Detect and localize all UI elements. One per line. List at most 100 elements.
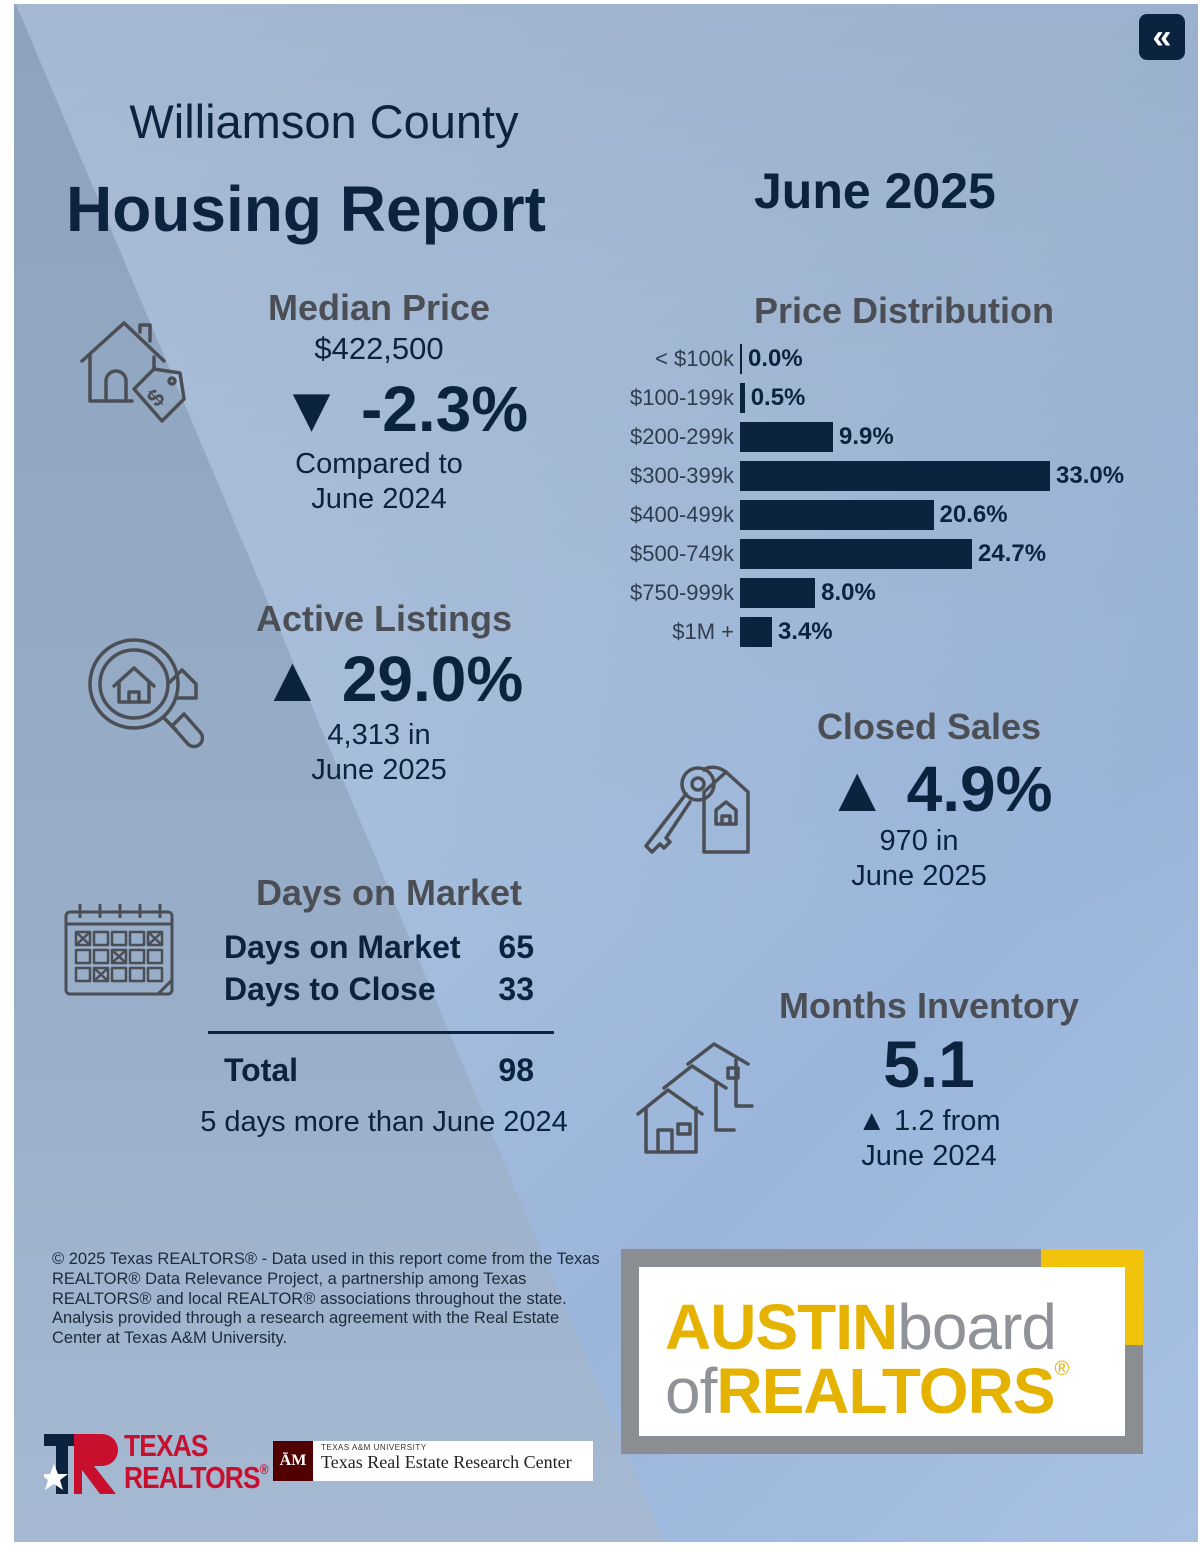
tamu-research-center-logo: ĀM TEXAS A&M UNIVERSITY Texas Real Estat…: [273, 1441, 593, 1481]
price-bar: [740, 500, 934, 530]
comparison-line-1: Compared to: [295, 448, 463, 480]
price-bar: [740, 617, 772, 647]
median-price-title: Median Price: [267, 287, 491, 328]
days-row-label: Days on Market: [224, 929, 461, 965]
price-bar-row: $750-999k 8.0%: [614, 578, 876, 608]
months-inventory-detail: ▲ 1.2 from June 2024: [814, 1104, 1044, 1175]
wordmark-line-2: REALTORS®: [124, 1460, 269, 1496]
active-listings-change: ▲ 29.0%: [260, 643, 524, 715]
calendar-icon: [64, 904, 174, 996]
price-bar: [740, 461, 1050, 491]
inventory-line-2: June 2024: [861, 1140, 997, 1173]
price-bar-value: 24.7%: [978, 540, 1047, 567]
houses-icon: [636, 1042, 754, 1154]
price-bar-category: $750-999k: [630, 580, 734, 605]
price-bar-category: $300-399k: [630, 463, 734, 488]
active-listings-detail: 4,313 in June 2025: [244, 718, 514, 789]
price-bar: [740, 578, 816, 608]
price-bar: [740, 539, 973, 569]
median-price-change: ▼ -2.3%: [279, 373, 529, 445]
closed-sales-detail: 970 in June 2025: [804, 824, 1034, 895]
active-listings-title: Active Listings: [255, 598, 513, 639]
price-bar-value: 9.9%: [839, 423, 894, 450]
house-price-tag-icon: $: [80, 321, 186, 423]
price-bar-category: $200-299k: [630, 424, 734, 449]
svg-text:$: $: [142, 383, 171, 412]
days-comparison-note: 5 days more than June 2024: [200, 1106, 568, 1138]
price-bar: [740, 383, 745, 413]
price-bar-row: < $100k 0.0%: [614, 344, 803, 374]
price-bar-value: 33.0%: [1056, 462, 1125, 489]
texas-realtors-wordmark: TEXAS REALTORS®: [124, 1428, 269, 1496]
days-table: Days on Market 65 Days to Close 33 Total…: [204, 929, 554, 1094]
price-bar-row: $200-299k 9.9%: [614, 422, 894, 452]
wordmark-line-2-text: REALTORS: [124, 1460, 261, 1496]
price-bar: [740, 422, 833, 452]
copyright-note: © 2025 Texas REALTORS® - Data used in th…: [52, 1250, 600, 1348]
days-total-row: Total 98: [204, 1052, 554, 1094]
logo-panel: AUSTINboard ofREALTORS®: [639, 1267, 1125, 1436]
report-month: June 2025: [754, 163, 996, 219]
price-bar-category: $100-199k: [630, 385, 734, 410]
days-row: Days on Market 65: [204, 929, 554, 971]
listings-line-2: June 2025: [311, 754, 447, 787]
price-bar-value: 3.4%: [777, 618, 833, 645]
price-bar: [740, 344, 742, 374]
price-distribution-chart: < $100k 0.0% $100-199k 0.5% $200-299k 9.9% $30…: [614, 344, 1174, 664]
price-bar-row: $500-749k 24.7%: [614, 539, 1046, 569]
closed-line-2: June 2025: [851, 860, 987, 893]
wordmark-registered: ®: [259, 1461, 269, 1478]
price-bar-category: < $100k: [655, 346, 734, 371]
logo-registered: ®: [1054, 1358, 1069, 1380]
report-title: Housing Report: [66, 173, 546, 245]
months-inventory-value: 5.1: [883, 1027, 975, 1101]
texas-realtors-mark-icon: [44, 1434, 118, 1494]
price-bar-value: 0.0%: [748, 345, 803, 372]
price-bar-value: 20.6%: [939, 501, 1008, 528]
price-bar-value: 0.5%: [750, 384, 806, 411]
magnifier-house-icon: [88, 638, 204, 749]
days-on-market-title: Days on Market: [255, 872, 523, 913]
tamu-university: TEXAS A&M UNIVERSITY: [321, 1443, 427, 1452]
logo-austin: AUSTIN: [665, 1291, 898, 1363]
tamu-mark: ĀM: [273, 1441, 313, 1481]
wordmark-line-1: TEXAS: [124, 1428, 208, 1463]
days-row-value: 33: [498, 971, 534, 1007]
price-bar-category: $500-749k: [630, 541, 734, 566]
months-inventory-title: Months Inventory: [778, 985, 1079, 1026]
closed-line-1: 970 in: [879, 825, 959, 857]
double-chevron-left-icon: «: [1152, 18, 1172, 56]
tamu-center-name: Texas Real Estate Research Center: [321, 1452, 572, 1472]
price-distribution-title: Price Distribution: [753, 290, 1055, 331]
inventory-line-1: ▲ 1.2 from: [857, 1105, 1001, 1137]
report-page: « Williamson County Housing Report June …: [14, 4, 1198, 1542]
price-bar-row: $300-399k 33.0%: [614, 461, 1124, 491]
days-total-value: 98: [498, 1052, 534, 1088]
price-bar-row: $1M + 3.4%: [614, 617, 833, 647]
logo-line-2: ofREALTORS®: [665, 1358, 1069, 1423]
days-row-label: Days to Close: [224, 971, 436, 1007]
logo-of: of: [665, 1355, 717, 1427]
collapse-button[interactable]: «: [1139, 14, 1185, 60]
comparison-line-2: June 2024: [311, 483, 447, 516]
austin-board-of-realtors-logo: AUSTINboard ofREALTORS®: [621, 1249, 1143, 1454]
closed-sales-title: Closed Sales: [816, 706, 1042, 747]
logo-line-1: AUSTINboard: [665, 1295, 1057, 1359]
listings-line-1: 4,313 in: [327, 719, 431, 751]
price-bar-category: $1M +: [672, 619, 734, 644]
price-bar-row: $400-499k 20.6%: [614, 500, 1008, 530]
closed-sales-change: ▲ 4.9%: [825, 753, 1053, 825]
key-house-icon: [644, 765, 750, 854]
days-total-label: Total: [224, 1052, 299, 1088]
days-row: Days to Close 33: [204, 971, 554, 1013]
county-name: Williamson County: [129, 95, 519, 148]
tamu-wordmark: TEXAS A&M UNIVERSITY Texas Real Estate R…: [313, 1441, 572, 1481]
price-bar-value: 8.0%: [821, 579, 876, 606]
texas-realtors-logo: TEXAS REALTORS®: [44, 1428, 269, 1500]
logo-board: board: [897, 1291, 1057, 1363]
total-divider: [208, 1031, 554, 1034]
median-price-value: $422,500: [314, 331, 444, 366]
days-row-value: 65: [498, 929, 534, 965]
price-bar-category: $400-499k: [630, 502, 734, 527]
price-bar-row: $100-199k 0.5%: [614, 383, 805, 413]
